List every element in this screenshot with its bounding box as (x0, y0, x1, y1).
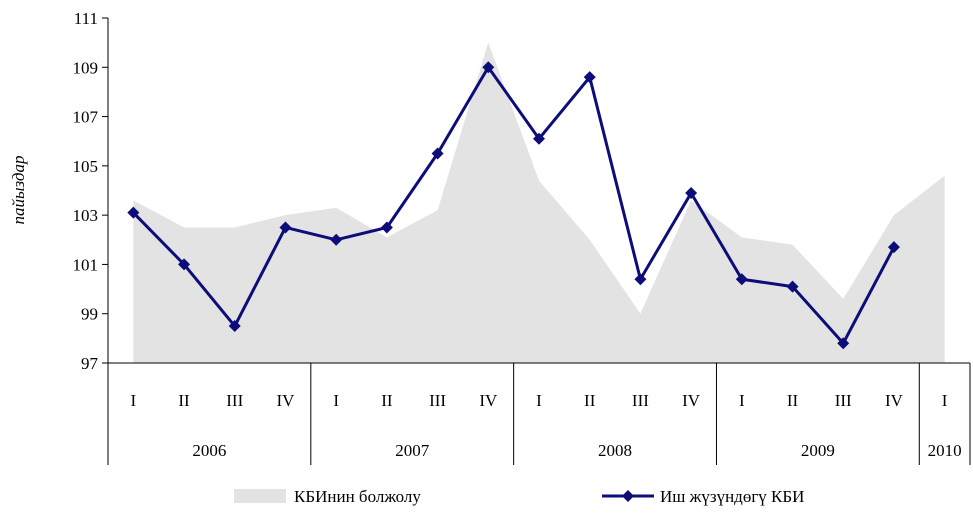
actual-point (533, 132, 545, 145)
y-tick-label: 107 (73, 108, 99, 127)
x-quarter-label: I (739, 391, 745, 410)
x-quarter-label: IV (885, 391, 904, 410)
x-year-label: 2006 (192, 441, 226, 460)
y-tick-label: 111 (74, 9, 98, 28)
x-quarter-label: I (333, 391, 339, 410)
legend-actual-label: Иш жүзүндөгү КБИ (660, 487, 804, 506)
forecast-area-layer (133, 42, 945, 364)
actual-line (132, 65, 896, 345)
x-quarter-label: III (429, 391, 446, 410)
actual-point (634, 273, 647, 286)
axes (102, 17, 971, 465)
actual-point (837, 337, 850, 350)
actual-point (178, 258, 191, 271)
x-quarter-label: III (835, 391, 852, 410)
x-quarter-label: IV (479, 391, 498, 410)
forecast-area (133, 42, 945, 364)
x-quarter-label: I (942, 391, 948, 410)
legend-area-swatch (234, 489, 286, 503)
y-tick-label: 101 (73, 255, 99, 274)
actual-point (228, 320, 241, 333)
x-quarter-label: II (584, 391, 596, 410)
x-quarter-label: II (178, 391, 190, 410)
actual-point (279, 221, 292, 234)
actual-point (330, 233, 343, 246)
y-tick-label: 109 (73, 58, 99, 77)
y-axis-title: пайыздар (9, 155, 28, 224)
actual-point (887, 241, 900, 254)
actual-point (583, 71, 596, 84)
x-quarter-label: III (632, 391, 649, 410)
legend-forecast-label: КБИнин болжолу (294, 487, 421, 506)
x-quarter-label: IV (682, 391, 701, 410)
x-quarter-label: III (226, 391, 243, 410)
actual-point (380, 221, 393, 234)
x-year-label: 2007 (395, 441, 430, 460)
actual-point (685, 186, 698, 199)
actual-point (786, 280, 799, 293)
y-tick-label: 99 (81, 305, 98, 324)
x-quarter-label: II (787, 391, 799, 410)
actual-point (431, 147, 444, 160)
x-quarter-label: IV (276, 391, 295, 410)
actual-point (127, 206, 140, 219)
y-tick-label: 103 (73, 206, 99, 225)
x-quarter-label: II (381, 391, 393, 410)
y-tick-label: 97 (81, 354, 99, 373)
x-quarter-label: I (536, 391, 542, 410)
x-year-label: 2010 (928, 441, 962, 460)
actual-point (735, 273, 748, 286)
legend-marker-icon (622, 490, 634, 502)
y-tick-label: 105 (73, 157, 99, 176)
actual-line-layer (127, 61, 900, 350)
x-year-label: 2008 (598, 441, 632, 460)
legend: КБИнин болжолу Иш жүзүндөгү КБИ (234, 487, 804, 506)
x-quarter-label: I (131, 391, 137, 410)
x-year-label: 2009 (801, 441, 835, 460)
actual-point (482, 61, 495, 74)
